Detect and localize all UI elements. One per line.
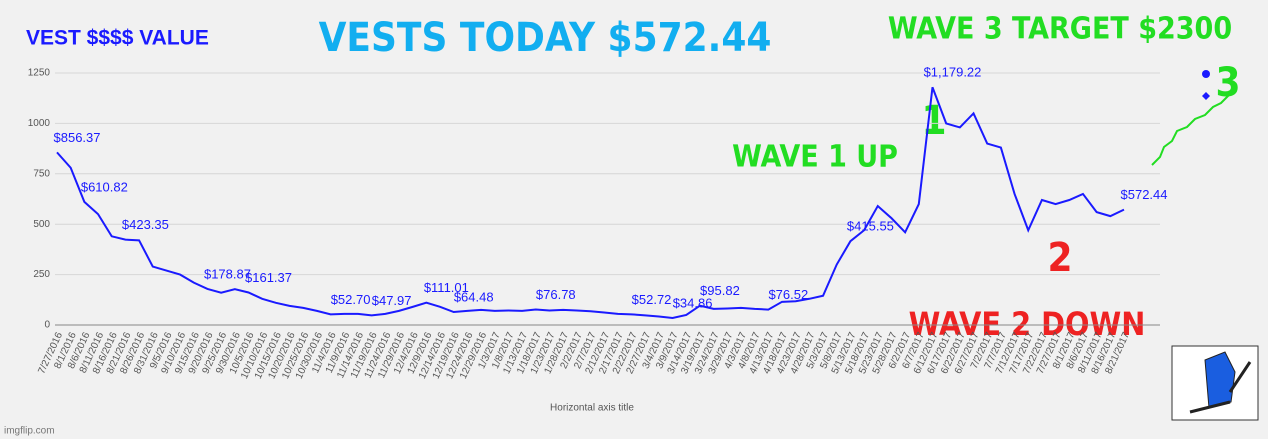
data-label: $64.48 [454,289,494,304]
annotation: WAVE 3 TARGET $2300 [888,12,1232,47]
data-label: $52.72 [632,292,672,307]
data-label: $423.35 [122,217,169,232]
data-label: $52.70 [331,292,371,307]
y-tick-label: 1000 [28,118,51,129]
data-label: $95.82 [700,283,740,298]
annotation: 1 [921,98,946,144]
legend-marker [1202,92,1210,100]
legend-marker [1202,70,1210,78]
data-label: $34.86 [673,295,713,310]
watermark: imgflip.com [4,426,55,437]
x-axis-title: Horizontal axis title [550,403,634,414]
data-label: $161.37 [245,270,292,285]
y-tick-label: 1250 [28,68,51,79]
annotation: 3 [1215,60,1240,106]
y-tick-label: 250 [33,269,50,280]
y-tick-label: 500 [33,219,50,230]
data-label: $47.97 [372,293,412,308]
annotation: WAVE 1 UP [732,140,898,175]
data-label: $610.82 [81,179,128,194]
data-label: $178.87 [204,266,251,281]
y-tick-label: 750 [33,168,50,179]
data-label: $415.55 [847,219,894,234]
data-label: $572.44 [1121,187,1168,202]
annotation: 2 [1047,235,1072,281]
mascot [1171,345,1259,421]
data-label: $1,179.22 [924,65,982,80]
data-label: $76.52 [768,287,808,302]
chart-title: VEST $$$$ VALUE [26,27,209,50]
data-label: $111.01 [424,280,469,295]
forecast-line [1151,94,1230,166]
y-tick-label: 0 [44,320,50,331]
annotation: WAVE 2 DOWN [909,305,1146,343]
data-label: $76.78 [536,287,576,302]
data-label: $856.37 [54,130,101,145]
mascot-broom [1189,361,1252,414]
annotation: VESTS TODAY $572.44 [319,15,772,61]
data-line [56,86,1125,319]
